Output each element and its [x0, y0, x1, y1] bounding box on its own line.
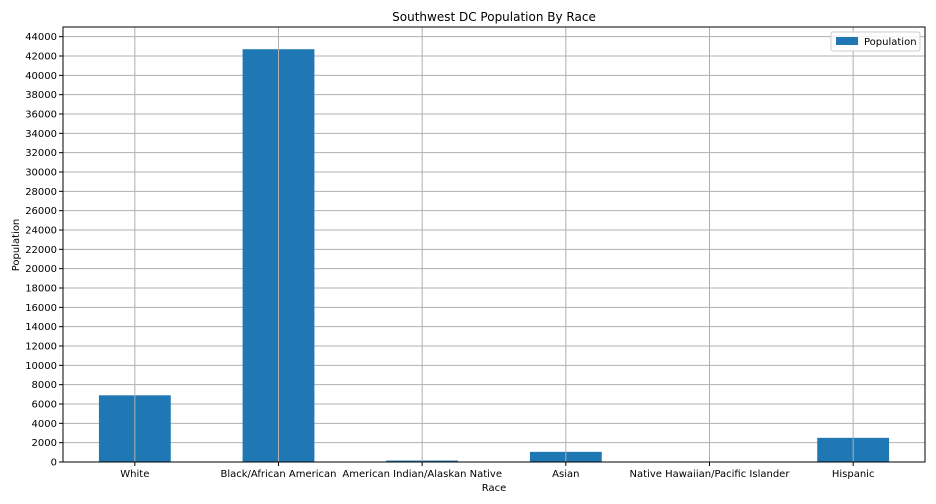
legend-swatch — [836, 37, 858, 45]
y-tick-label: 0 — [51, 458, 57, 469]
x-tick-label: American Indian/Alaskan Native — [342, 469, 502, 480]
y-tick-label: 20000 — [25, 264, 57, 275]
y-tick-label: 2000 — [32, 438, 57, 449]
x-tick-label: Native Hawaiian/Pacific Islander — [630, 469, 791, 480]
y-tick-label: 16000 — [25, 303, 57, 314]
y-tick-label: 4000 — [32, 419, 57, 430]
y-axis-ticks: 0 2000 4000 6000 8000 10000 12000 14000 16000 180… — [25, 32, 63, 469]
legend-entry-population: Population — [864, 37, 917, 48]
grid-lines — [63, 36, 925, 463]
y-tick-label: 28000 — [25, 187, 57, 198]
y-tick-label: 42000 — [25, 52, 57, 63]
y-tick-label: 18000 — [25, 284, 57, 295]
legend-box — [830, 31, 921, 52]
x-tick-label: Hispanic — [832, 469, 875, 480]
y-tick-label: 10000 — [25, 361, 57, 372]
y-tick-label: 24000 — [25, 226, 57, 237]
legend: Population — [830, 31, 921, 52]
x-axis-ticks: White Black/African American American Indi… — [120, 462, 874, 480]
y-tick-label: 36000 — [25, 110, 57, 121]
y-tick-label: 6000 — [32, 400, 57, 411]
y-tick-label: 14000 — [25, 322, 57, 333]
y-tick-label: 30000 — [25, 168, 57, 179]
x-tick-label: Asian — [552, 469, 579, 480]
x-tick-label: White — [120, 469, 149, 480]
plot-frame — [62, 26, 926, 463]
vertical-grid-lines — [134, 27, 854, 462]
y-tick-label: 38000 — [25, 90, 57, 101]
y-tick-label: 44000 — [25, 32, 57, 43]
y-tick-label: 8000 — [32, 380, 57, 391]
y-axis-label: Population — [11, 219, 22, 272]
y-tick-label: 22000 — [25, 245, 57, 256]
x-tick-label: Black/African American — [220, 469, 336, 480]
x-axis-label: Race — [482, 483, 507, 494]
chart-title: Southwest DC Population By Race — [392, 10, 596, 24]
y-tick-label: 40000 — [25, 71, 57, 82]
y-tick-label: 34000 — [25, 129, 57, 140]
y-tick-label: 12000 — [25, 342, 57, 353]
y-tick-label: 26000 — [25, 206, 57, 217]
y-tick-label: 32000 — [25, 148, 57, 159]
bars-group — [98, 49, 890, 462]
